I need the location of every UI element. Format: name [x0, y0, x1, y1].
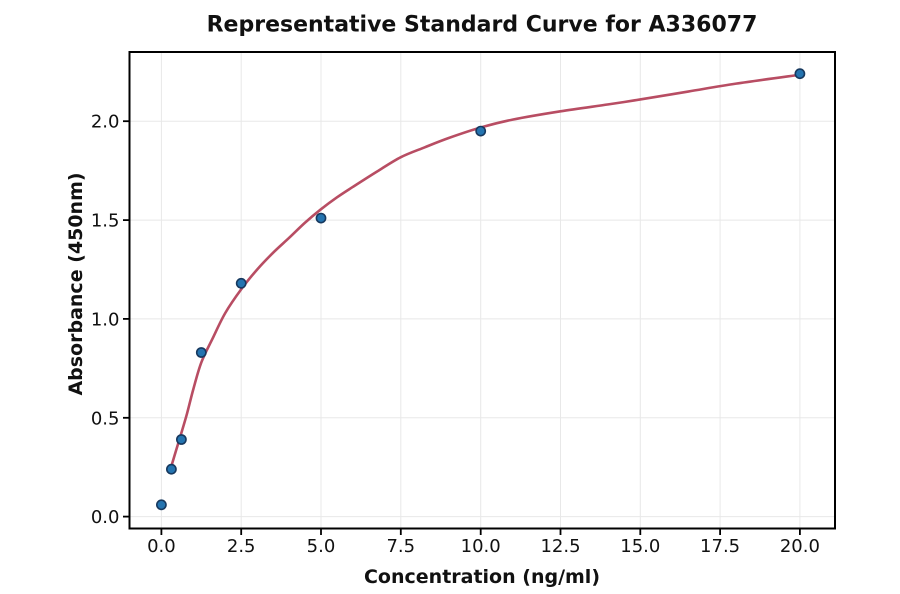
x-tick-label: 12.5 [540, 536, 580, 557]
y-tick-label: 1.5 [91, 211, 120, 232]
y-tick-label: 2.0 [91, 112, 120, 133]
data-point-marker [155, 499, 167, 511]
x-tick-label: 15.0 [620, 536, 660, 557]
x-tick-label: 5.0 [307, 536, 336, 557]
x-tick-label: 20.0 [780, 536, 820, 557]
data-point-marker [315, 212, 327, 224]
x-tick-label: 7.5 [386, 536, 415, 557]
y-tick-label: 1.0 [91, 309, 120, 330]
x-tick-label: 10.0 [461, 536, 501, 557]
data-point-marker [165, 463, 177, 475]
data-point-marker [794, 68, 806, 80]
y-axis-label: Absorbance (450nm) [65, 172, 87, 396]
data-point-marker [175, 434, 187, 445]
plot-border [128, 51, 836, 530]
chart-title: Representative Standard Curve for A33607… [206, 12, 758, 38]
x-axis-label: Concentration (ng/ml) [363, 566, 601, 588]
y-tick-label: 0.0 [91, 507, 120, 528]
x-tick-label: 17.5 [700, 536, 740, 557]
data-point-marker [235, 277, 247, 289]
y-tick-label: 0.5 [91, 408, 120, 429]
x-tick-label: 0.0 [147, 536, 176, 557]
data-point-marker [475, 125, 487, 137]
fit-curve-path [170, 73, 802, 467]
x-tick-label: 2.5 [227, 536, 256, 557]
data-point-marker [195, 347, 207, 358]
